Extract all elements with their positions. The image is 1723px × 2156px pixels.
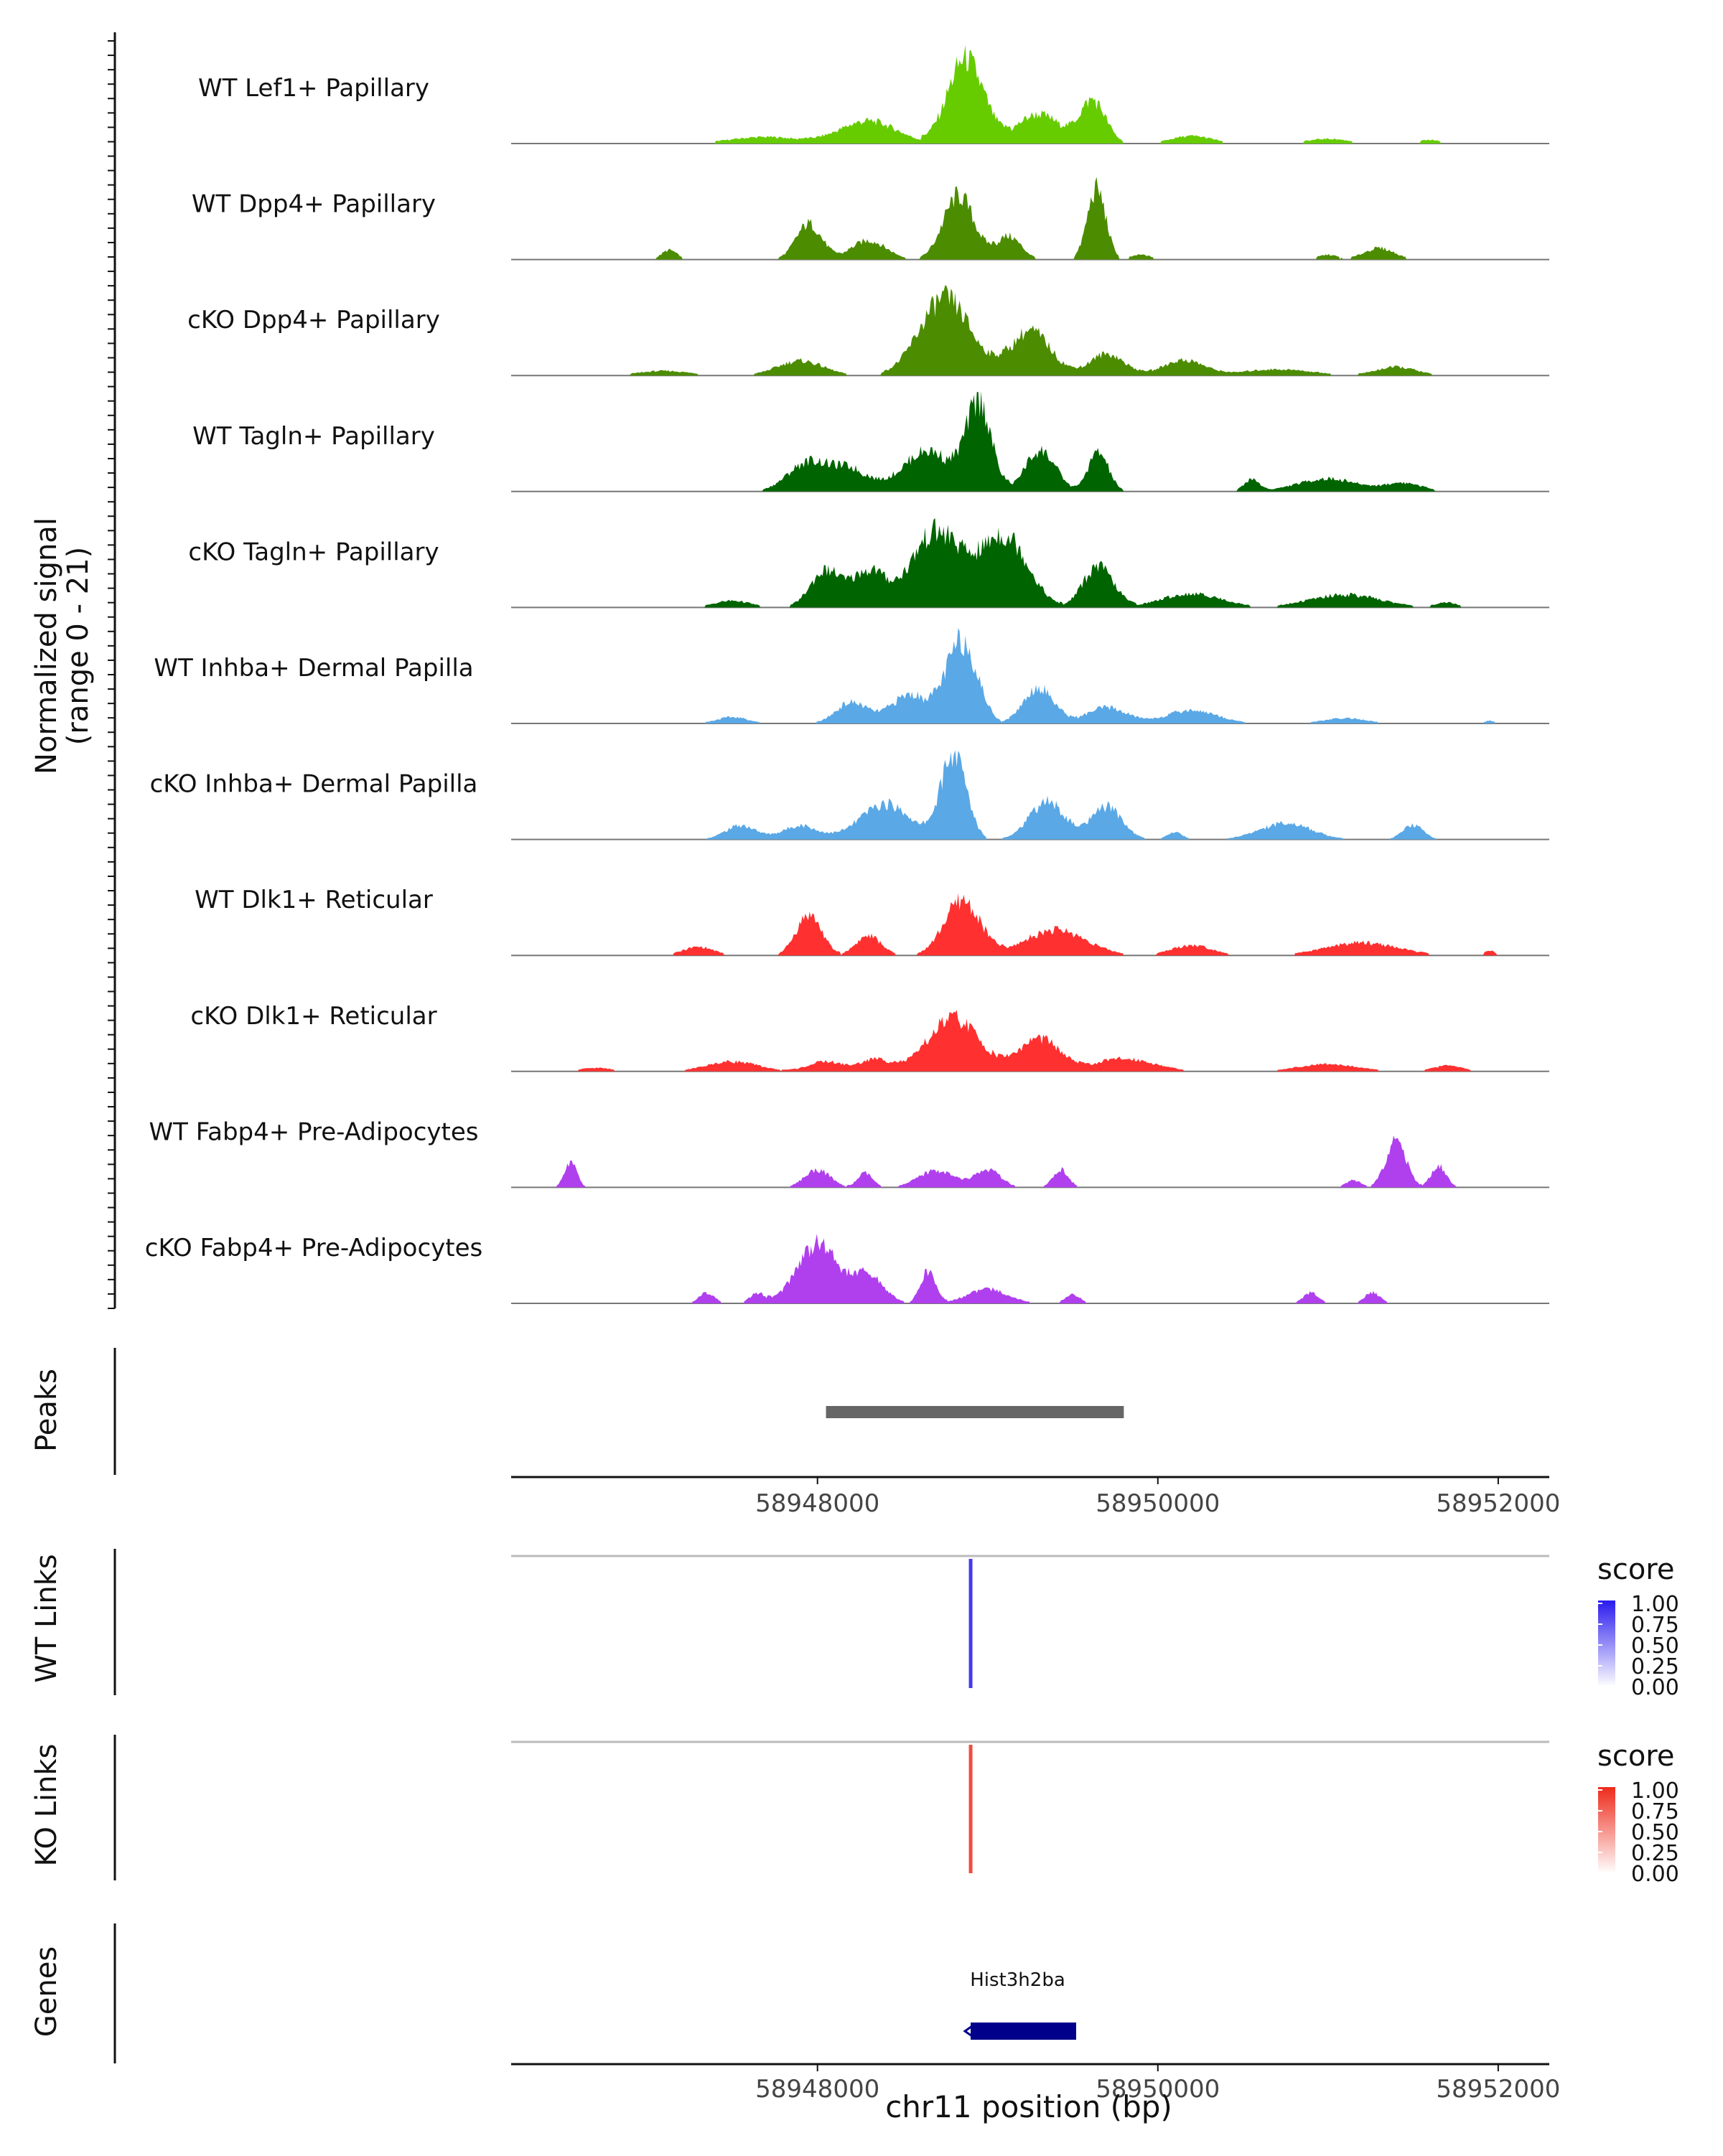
coverage-area — [511, 44, 1549, 144]
y-axis-title-line2: (range 0 - 21) — [62, 547, 95, 745]
legend-colorbar — [1598, 1600, 1615, 1685]
coverage-tracks: WT Lef1+ Papillary WT Dpp4+ Papillary cKO … — [145, 44, 1549, 1304]
coverage-area — [511, 1135, 1549, 1188]
track-label: cKO Tagln+ Papillary — [188, 538, 439, 566]
gene-label: Hist3h2ba — [970, 1969, 1065, 1991]
x-tick-label: 58948000 — [755, 1489, 879, 1518]
x-tick-label: 58950000 — [1096, 2075, 1220, 2104]
ko-links-track — [113, 1735, 1549, 1880]
track-3: cKO Dpp4+ Papillary — [187, 285, 1549, 377]
track-label: cKO Fabp4+ Pre-Adipocytes — [145, 1234, 483, 1262]
track-8: WT Dlk1+ Reticular — [195, 886, 1549, 957]
track-label: cKO Dpp4+ Papillary — [187, 306, 440, 334]
track-6: WT Inhba+ Dermal Papilla — [154, 628, 1549, 724]
legend-title-wt: score — [1597, 1553, 1674, 1586]
coverage-area — [511, 893, 1549, 956]
track-label: WT Dlk1+ Reticular — [195, 886, 433, 914]
coverage-area — [511, 518, 1549, 608]
genes-track: Hist3h2ba — [113, 1923, 1077, 2063]
x-axis-peaks: 58948000 58950000 58952000 — [511, 1476, 1560, 1518]
legend-tick-label: 0.75 — [1631, 1799, 1679, 1824]
gene-body — [971, 2023, 1077, 2040]
peaks-label: Peaks — [30, 1369, 63, 1452]
legend-tick-label: 0.00 — [1631, 1675, 1679, 1700]
legend-tick-label: 0.25 — [1631, 1841, 1679, 1866]
x-axis-genes: 58948000 58950000 58952000 — [511, 2063, 1560, 2104]
strand-arrow-icon — [963, 2025, 973, 2038]
legend-colorbar — [1598, 1787, 1615, 1872]
track-label: WT Dpp4+ Papillary — [192, 190, 436, 219]
track-4: WT Tagln+ Papillary — [192, 390, 1549, 492]
legend-tick-label: 0.25 — [1631, 1654, 1679, 1679]
wt-links-track — [113, 1549, 1549, 1695]
legend-tick-label: 0.50 — [1631, 1634, 1679, 1659]
track-9: cKO Dlk1+ Reticular — [190, 1002, 1549, 1072]
track-label: WT Fabp4+ Pre-Adipocytes — [149, 1117, 479, 1146]
x-tick-label: 58948000 — [755, 2075, 879, 2104]
legend-title-ko: score — [1597, 1740, 1674, 1773]
legends: 1.000.750.500.250.001.000.750.500.250.00 — [1598, 1592, 1679, 1887]
genes-label: Genes — [30, 1946, 63, 2037]
coverage-area — [511, 1010, 1549, 1072]
ko-links-label: KO Links — [30, 1744, 63, 1867]
track-1: WT Lef1+ Papillary — [198, 44, 1549, 144]
legend-ko: 1.000.750.500.250.00 — [1598, 1778, 1679, 1887]
track-label: WT Inhba+ Dermal Papilla — [154, 654, 473, 683]
track-7: cKO Inhba+ Dermal Papilla — [150, 750, 1549, 840]
legend-tick-label: 0.75 — [1631, 1613, 1679, 1638]
track-5: cKO Tagln+ Papillary — [188, 518, 1549, 609]
wt-links-label: WT Links — [30, 1554, 63, 1682]
coverage-area — [511, 177, 1549, 260]
legend-wt: 1.000.750.500.250.00 — [1598, 1592, 1679, 1700]
track-label: WT Tagln+ Papillary — [192, 422, 435, 451]
coverage-area — [511, 285, 1549, 376]
track-label: cKO Dlk1+ Reticular — [190, 1002, 436, 1031]
legend-tick-label: 1.00 — [1631, 1778, 1679, 1804]
y-axis-title-line1: Normalized signal — [30, 517, 63, 774]
legend-tick-label: 0.00 — [1631, 1862, 1679, 1887]
x-tick-label: 58950000 — [1096, 1489, 1220, 1518]
track-label: cKO Inhba+ Dermal Papilla — [150, 770, 478, 799]
x-tick-label: 58952000 — [1436, 1489, 1560, 1518]
coverage-area — [511, 390, 1549, 492]
x-axis-title: chr11 position (bp) — [885, 2089, 1172, 2124]
legend-tick-label: 0.50 — [1631, 1820, 1679, 1845]
legend-tick-label: 1.00 — [1631, 1592, 1679, 1617]
coverage-area — [511, 628, 1549, 723]
track-10: WT Fabp4+ Pre-Adipocytes — [149, 1117, 1549, 1189]
peak-region — [826, 1406, 1124, 1418]
track-11: cKO Fabp4+ Pre-Adipocytes — [145, 1234, 1549, 1304]
coverage-area — [511, 750, 1549, 840]
track-2: WT Dpp4+ Papillary — [192, 177, 1549, 261]
axes: 58948000 58950000 58952000 58948000 58950000… — [108, 32, 1560, 2104]
track-label: WT Lef1+ Papillary — [198, 74, 429, 103]
x-tick-label: 58952000 — [1436, 2075, 1560, 2104]
coverage-area — [511, 1234, 1549, 1303]
